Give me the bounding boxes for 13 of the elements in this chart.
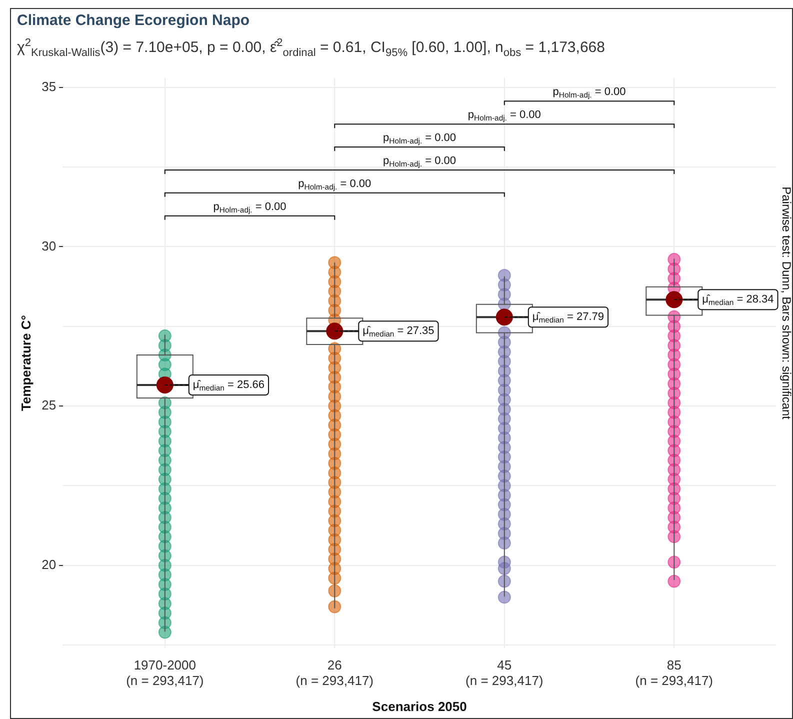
y-axis-title: Temperature C° xyxy=(18,315,34,411)
y-tick-label: 30 xyxy=(42,238,56,254)
x-tick-label: 26 (n = 293,417) xyxy=(296,658,374,688)
text: χ$^{2}$$_{Kruskal-Wallis}$(3) = 7.10e+05, p = 0.00, ε̂$^{2}$$_{ordinal}$ = 0.61, CI$_{95%}$ [0.60, 1.00], n$_{obs}$ = 1,173,668 xyxy=(17,37,605,59)
chart-title: Climate Change Ecoregion Napo xyxy=(17,12,250,29)
text: Pairwise test: Dunn, Bars shown: significant xyxy=(780,186,793,420)
y-tick-label: 25 xyxy=(42,398,56,413)
x-tick-label: 1970-2000 (n = 293,417) xyxy=(126,658,204,688)
y-tick-label: 35 xyxy=(42,78,56,94)
y-tick-label: 20 xyxy=(42,556,56,572)
x-axis-title: Scenarios 2050 xyxy=(372,698,467,714)
x-tick-label: 85 (n = 293,417) xyxy=(635,658,714,688)
x-tick-label: 45 (n = 293,417) xyxy=(466,658,544,688)
